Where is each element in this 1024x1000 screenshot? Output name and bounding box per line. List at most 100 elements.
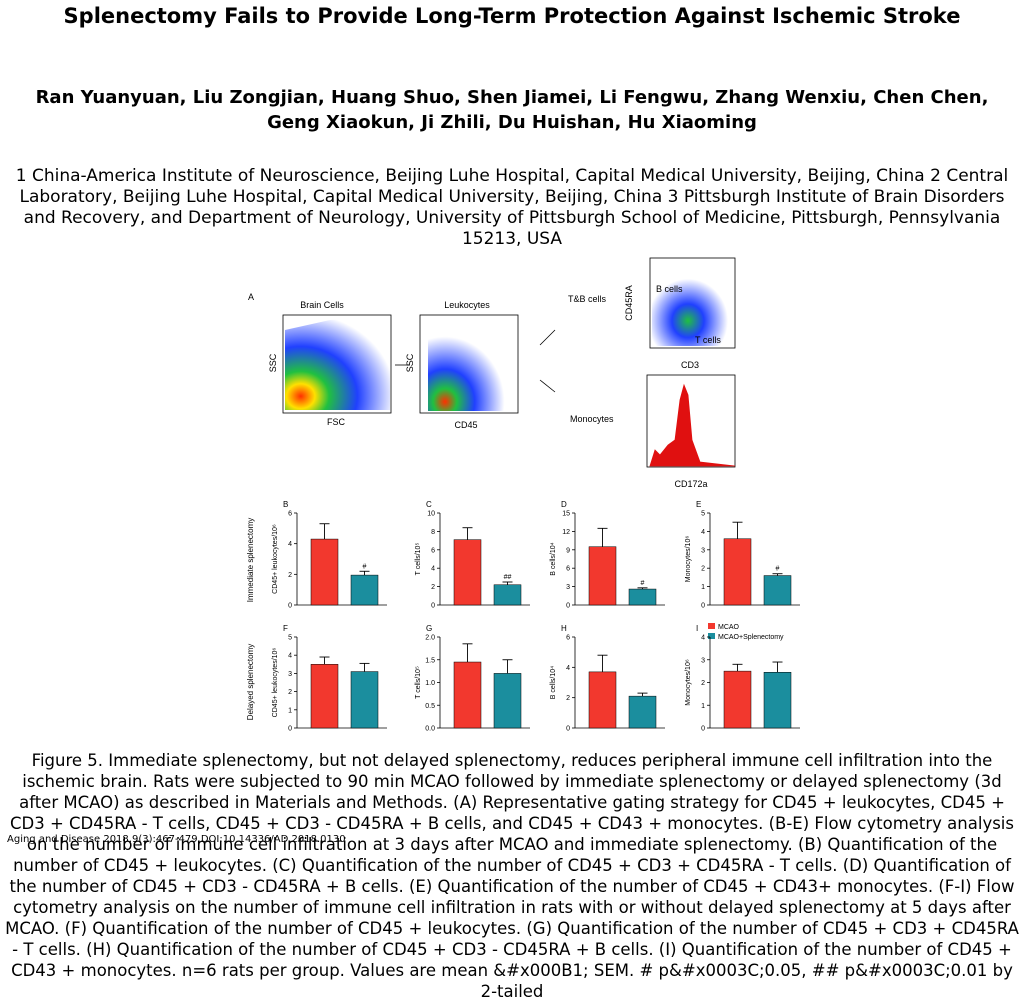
row-label: Immediate splenectomy bbox=[246, 518, 255, 602]
y-tick-label: 4 bbox=[288, 541, 292, 548]
y-tick-label: 0 bbox=[288, 726, 292, 733]
legend: MCAO MCAO+Splenectomy bbox=[708, 623, 784, 641]
axis-label: CD45RA bbox=[624, 285, 634, 321]
scatter-plot bbox=[419, 314, 519, 414]
y-tick-label: 3 bbox=[701, 547, 705, 554]
y-tick-label: 1 bbox=[288, 707, 292, 714]
y-tick-label: 6 bbox=[566, 635, 570, 642]
y-axis-label: B cells/10⁴ bbox=[550, 666, 557, 699]
bar bbox=[763, 575, 792, 606]
density bbox=[428, 318, 513, 411]
y-tick-label: 1 bbox=[701, 584, 705, 591]
y-axis-label: Monocytes/10⁶ bbox=[685, 536, 692, 583]
y-tick-label: 3 bbox=[566, 584, 570, 591]
bar bbox=[310, 538, 339, 606]
legend-swatch bbox=[708, 633, 715, 639]
y-axis-label: CD45+ leukocytes/10⁶ bbox=[272, 648, 279, 718]
density bbox=[652, 262, 732, 346]
axis-label: CD3 bbox=[681, 360, 699, 370]
significance: # bbox=[776, 566, 780, 573]
y-tick-label: 6 bbox=[566, 566, 570, 573]
y-tick-label: 1.0 bbox=[425, 680, 435, 687]
y-tick-label: 4 bbox=[566, 665, 570, 672]
panel-label: F bbox=[283, 624, 288, 633]
y-tick-label: 0 bbox=[431, 603, 435, 610]
y-tick-label: 0.0 bbox=[425, 726, 435, 733]
flow-plots bbox=[282, 257, 736, 468]
bar bbox=[453, 539, 482, 606]
y-axis-label: T cells/10⁵ bbox=[415, 666, 422, 699]
bar bbox=[310, 664, 339, 729]
authors: Ran Yuanyuan, Liu Zongjian, Huang Shuo, … bbox=[20, 85, 1004, 135]
y-tick-label: 9 bbox=[566, 547, 570, 554]
y-tick-label: 2 bbox=[288, 689, 292, 696]
y-tick-label: 0 bbox=[566, 726, 570, 733]
y-tick-label: 12 bbox=[562, 529, 570, 536]
y-tick-label: 8 bbox=[431, 529, 435, 536]
y-tick-label: 0.5 bbox=[425, 703, 435, 710]
title: Splenectomy Fails to Provide Long-Term P… bbox=[63, 4, 961, 28]
scatter-plot bbox=[282, 314, 392, 414]
y-tick-label: 5 bbox=[288, 635, 292, 642]
legend-swatch bbox=[708, 623, 715, 629]
y-tick-label: 4 bbox=[701, 529, 705, 536]
gate-label: T&B cells bbox=[568, 294, 607, 304]
y-tick-label: 2.0 bbox=[425, 635, 435, 642]
significance: # bbox=[641, 580, 645, 587]
y-tick-label: 3 bbox=[288, 671, 292, 678]
citation: Aging and Disease 2018,9(3):467-479.DOI:… bbox=[7, 834, 346, 845]
y-tick-label: 6 bbox=[431, 547, 435, 554]
plot-title: Brain Cells bbox=[300, 300, 344, 310]
y-tick-label: 2 bbox=[566, 695, 570, 702]
bar bbox=[723, 538, 752, 606]
y-tick-label: 0 bbox=[701, 603, 705, 610]
bar bbox=[763, 672, 792, 729]
histogram-fill bbox=[649, 383, 736, 467]
arrow bbox=[539, 379, 556, 393]
gate-label: B cells bbox=[656, 284, 683, 294]
arrow bbox=[539, 329, 556, 346]
y-tick-label: 4 bbox=[701, 635, 705, 642]
author-line: Geng Xiaokun, Ji Zhili, Du Huishan, Hu X… bbox=[267, 112, 757, 133]
histogram bbox=[646, 374, 736, 468]
axis-label: SSC bbox=[405, 353, 415, 372]
y-tick-label: 2 bbox=[431, 584, 435, 591]
panel-label: I bbox=[696, 624, 698, 633]
y-tick-label: 4 bbox=[431, 566, 435, 573]
y-tick-label: 2 bbox=[701, 566, 705, 573]
y-tick-label: 6 bbox=[288, 511, 292, 518]
bar bbox=[493, 673, 522, 729]
author-line: Ran Yuanyuan, Liu Zongjian, Huang Shuo, … bbox=[35, 87, 989, 108]
bar bbox=[453, 661, 482, 729]
bar bbox=[588, 671, 617, 729]
panel-label: H bbox=[561, 624, 567, 633]
panel-a-texts: A Brain Cells Leukocytes SSC FSC SSC CD4… bbox=[248, 284, 721, 489]
gate-label: Monocytes bbox=[570, 414, 614, 424]
row-label: Delayed splenectomy bbox=[246, 644, 255, 720]
y-tick-label: 15 bbox=[562, 511, 570, 518]
gate-label: T cells bbox=[695, 335, 721, 345]
y-tick-label: 1 bbox=[701, 703, 705, 710]
bar bbox=[350, 671, 379, 729]
panel-label: C bbox=[426, 500, 432, 509]
scatter-plot bbox=[649, 257, 736, 349]
axis-label: FSC bbox=[327, 417, 346, 427]
axis-label: CD172a bbox=[674, 479, 707, 489]
axis-label: CD45 bbox=[454, 420, 477, 430]
panel-label: D bbox=[561, 500, 567, 509]
plot-title: Leukocytes bbox=[444, 300, 490, 310]
y-tick-label: 0 bbox=[701, 726, 705, 733]
bar bbox=[493, 584, 522, 606]
y-tick-label: 1.5 bbox=[425, 657, 435, 664]
density bbox=[285, 318, 390, 410]
affiliation: 1 China-America Institute of Neuroscienc… bbox=[15, 166, 1009, 246]
legend-label: MCAO+Splenectomy bbox=[718, 634, 784, 641]
axis-label: SSC bbox=[268, 353, 278, 372]
bar bbox=[628, 588, 657, 606]
bar bbox=[723, 670, 752, 729]
y-axis-label: T cells/10⁵ bbox=[415, 543, 422, 576]
y-tick-label: 0 bbox=[288, 603, 292, 610]
bar bbox=[588, 546, 617, 606]
caption: Figure 5. Immediate splenectomy, but not… bbox=[5, 751, 1019, 1000]
